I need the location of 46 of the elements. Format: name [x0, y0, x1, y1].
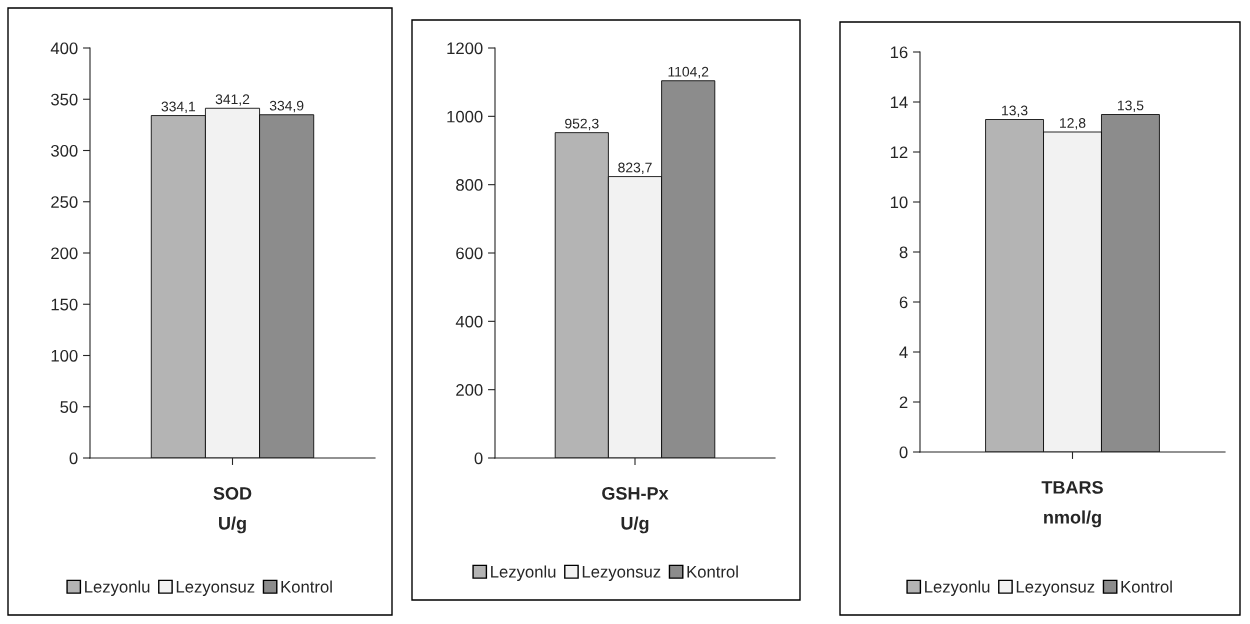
y-tick-label: 14 — [890, 96, 908, 109]
y-tick-label: 1200 — [447, 42, 483, 55]
y-tick-label: 800 — [456, 179, 483, 191]
y-tick-label: 600 — [456, 247, 483, 260]
y-tick-label: 8 — [899, 246, 908, 259]
y-tick-label: 0 — [474, 452, 483, 465]
legend-label: Lezyonlu — [925, 580, 990, 596]
y-tick-label: 0 — [69, 452, 78, 465]
y-tick-label: 100 — [51, 349, 78, 362]
y-tick-label: 50 — [60, 401, 78, 413]
legend-label: Lezyonsuz — [1016, 581, 1095, 596]
data-label: 1104,2 — [668, 66, 709, 79]
legend-label: Lezyonlu — [85, 580, 150, 596]
data-label: 13,5 — [1117, 100, 1144, 113]
legend-label: Lezyonlu — [491, 565, 556, 581]
x-axis-title: SOD U/g — [213, 486, 252, 534]
data-label: 341,2 — [215, 94, 250, 106]
data-label: 334,9 — [269, 100, 304, 113]
y-tick-label: 150 — [51, 298, 78, 311]
y-tick-label: 300 — [51, 144, 78, 157]
y-tick-label: 2 — [899, 396, 908, 409]
data-label: 823,7 — [618, 162, 652, 175]
y-tick-label: 12 — [890, 146, 908, 159]
y-tick-label: 200 — [51, 247, 78, 260]
y-tick-label: 16 — [890, 46, 908, 59]
data-label: 334,1 — [161, 101, 196, 114]
y-tick-label: 1000 — [447, 110, 483, 123]
y-tick-label: 400 — [50, 42, 78, 55]
y-tick-label: 0 — [899, 446, 908, 459]
legend-label: Kontrol — [687, 565, 738, 578]
y-tick-label: 6 — [899, 296, 908, 309]
legend-label: Lezyonsuz — [582, 566, 661, 581]
data-label: 13,3 — [1002, 105, 1028, 118]
y-tick-label: 200 — [456, 384, 483, 396]
y-tick-label: 250 — [51, 196, 78, 208]
legend-label: Kontrol — [281, 580, 332, 593]
y-tick-label: 350 — [51, 93, 78, 106]
legend-label: Kontrol — [1121, 580, 1172, 593]
y-tick-label: 4 — [899, 346, 908, 359]
x-axis-title: TBARS nmol/g — [1041, 480, 1103, 528]
legend-label: Lezyonsuz — [176, 581, 255, 596]
y-tick-label: 400 — [455, 315, 483, 328]
x-axis-title: GSH-Px U/g — [602, 486, 669, 534]
y-tick-label: 10 — [890, 196, 908, 209]
data-label: 952,3 — [565, 118, 599, 131]
data-label: 12,8 — [1060, 118, 1086, 130]
